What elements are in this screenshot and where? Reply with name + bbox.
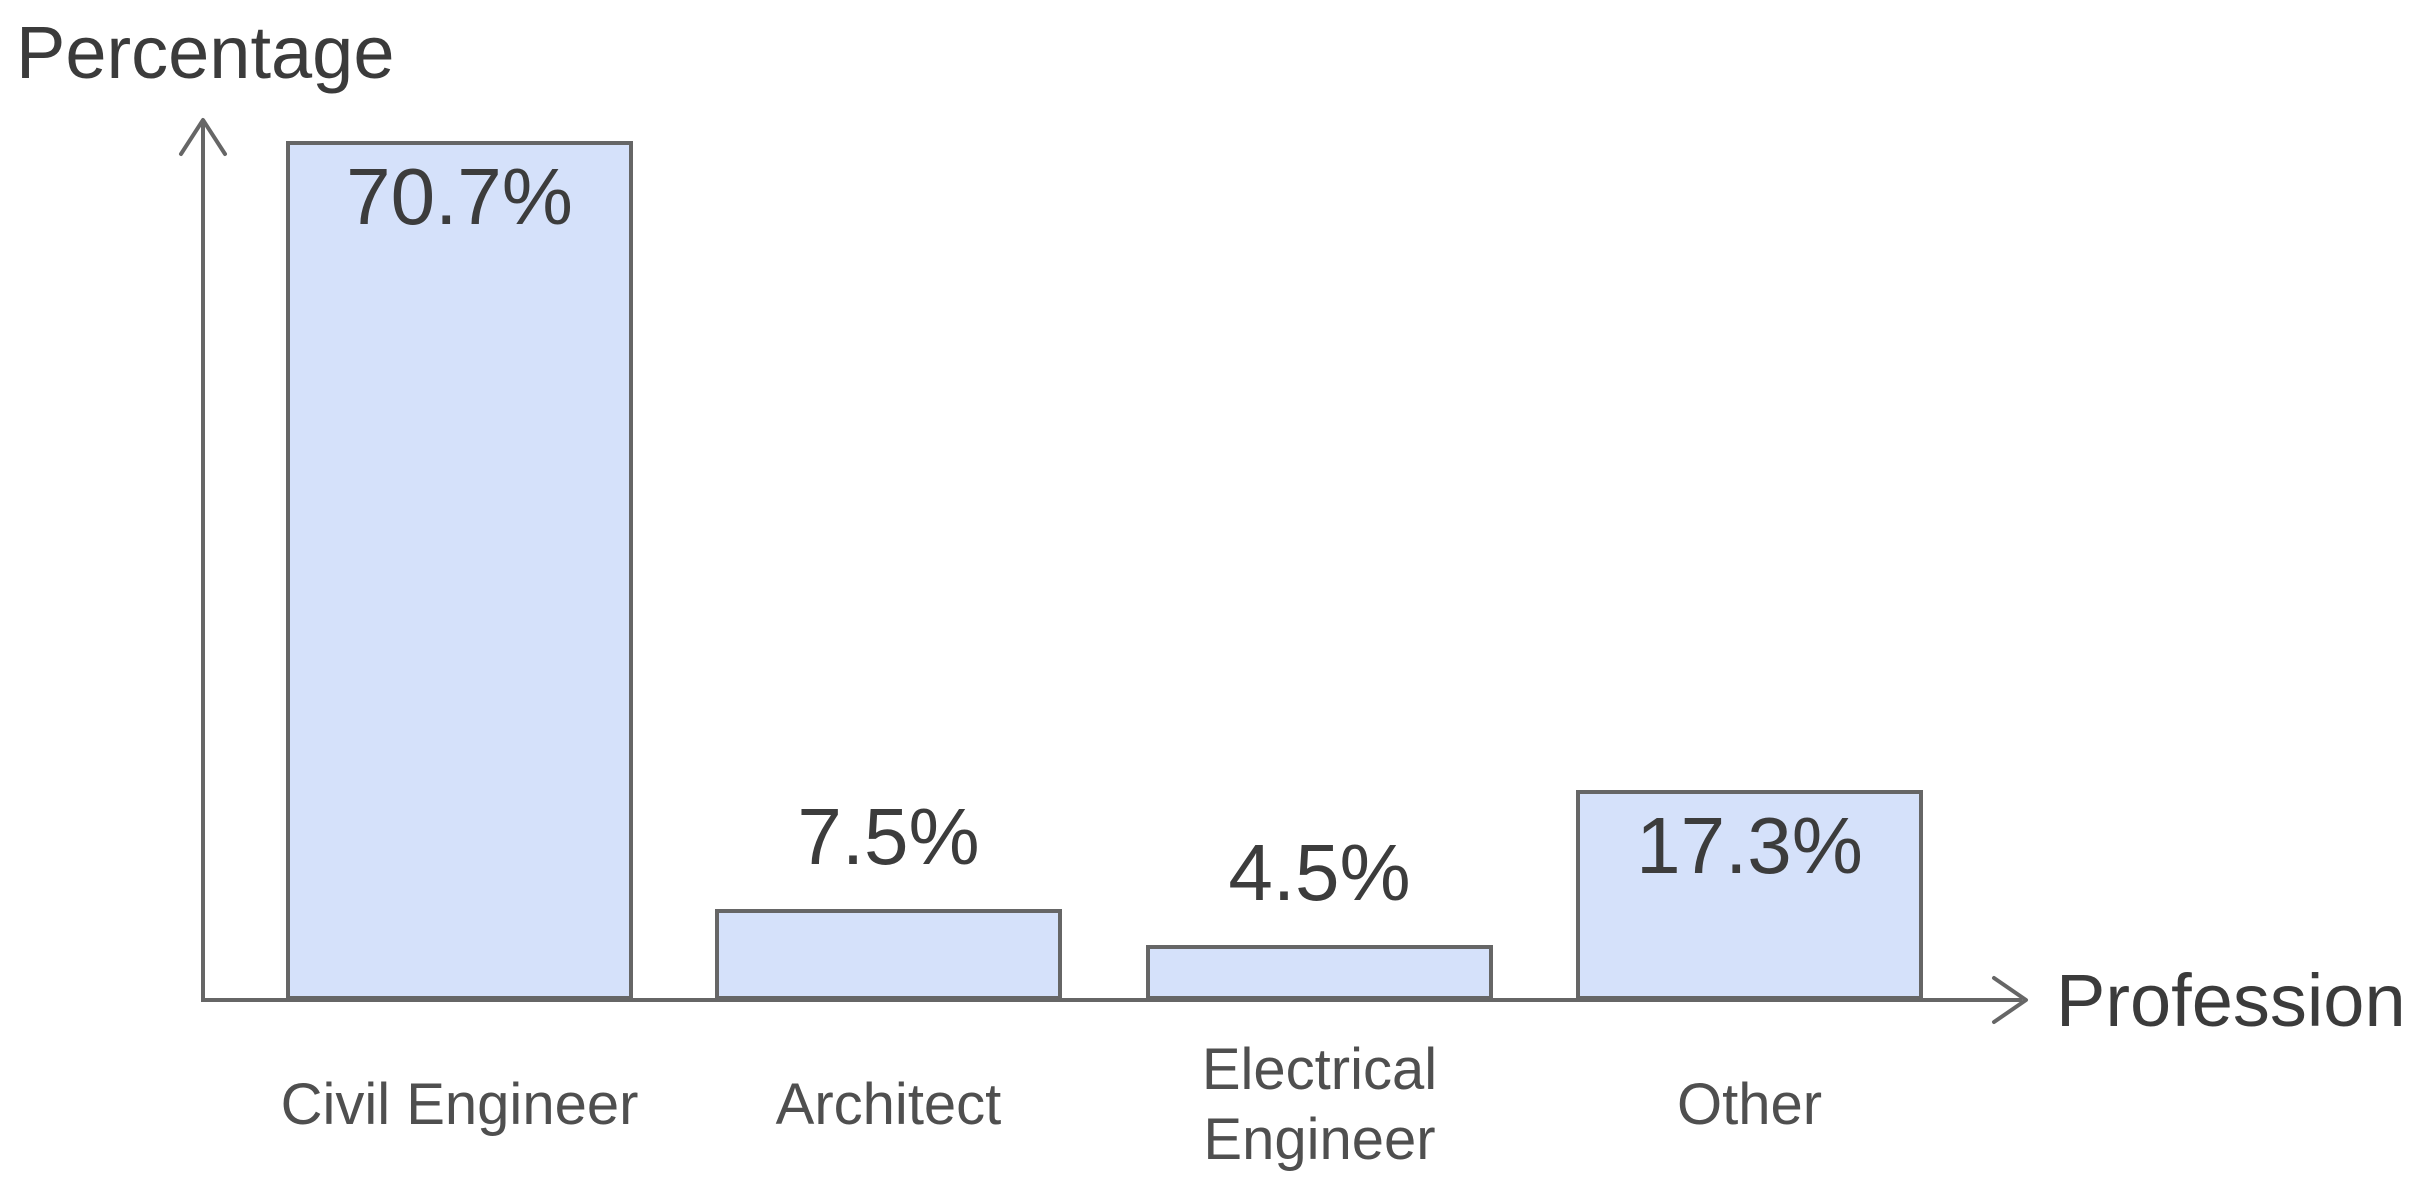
bar-category-label-architect: Architect bbox=[775, 1072, 1002, 1137]
bar-category-label-other: Other bbox=[1676, 1072, 1823, 1137]
bar-value-label-other: 17.3% bbox=[1636, 801, 1863, 890]
bar-category-label-electrical-engineer: Electrical Engineer bbox=[1201, 1037, 1438, 1172]
bar-other bbox=[1576, 790, 1923, 1000]
bar-value-label-architect: 7.5% bbox=[797, 792, 980, 881]
x-axis-title: Profession bbox=[2056, 959, 2406, 1042]
bar-value-label-civil-engineer: 70.7% bbox=[346, 152, 573, 241]
y-axis-arrow-icon bbox=[179, 118, 227, 156]
bar-category-label-civil-engineer: Civil Engineer bbox=[280, 1072, 639, 1137]
y-axis-title: Percentage bbox=[16, 11, 395, 94]
bar-civil-engineer bbox=[286, 141, 633, 1000]
bar-value-label-electrical-engineer: 4.5% bbox=[1228, 828, 1411, 917]
x-axis-arrow-icon bbox=[1992, 976, 2028, 1024]
bar-electrical-engineer bbox=[1146, 945, 1493, 1000]
bar-architect bbox=[715, 909, 1062, 1000]
